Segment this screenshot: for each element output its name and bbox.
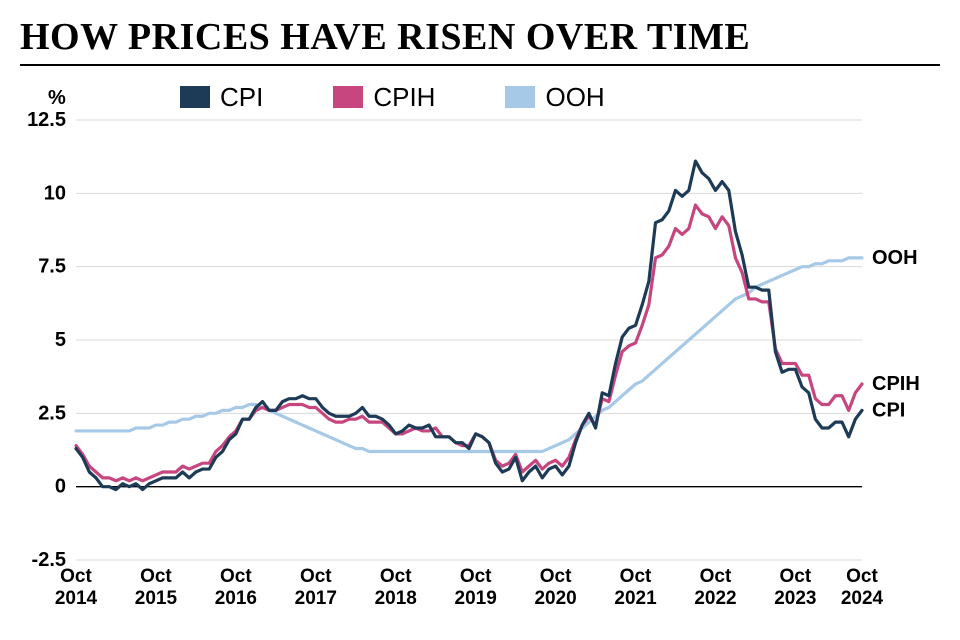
legend-label: CPIH xyxy=(373,82,435,113)
chart-legend: CPI CPIH OOH xyxy=(180,82,605,113)
chart-title: HOW PRICES HAVE RISEN OVER TIME xyxy=(20,18,940,58)
series-cpih xyxy=(76,205,862,481)
x-tick-label-month: Oct xyxy=(220,566,252,587)
chart-area: -2.502.557.51012.5%Oct2014Oct2015Oct2016… xyxy=(20,72,940,620)
y-axis-unit-label: % xyxy=(48,87,66,109)
series-cpi xyxy=(76,161,862,490)
legend-label: OOH xyxy=(545,82,604,113)
line-chart-svg: -2.502.557.51012.5%Oct2014Oct2015Oct2016… xyxy=(20,72,940,620)
x-tick-label-year: 2019 xyxy=(455,588,497,609)
legend-label: CPI xyxy=(220,82,263,113)
y-tick-label: 7.5 xyxy=(38,256,66,278)
x-tick-label-year: 2018 xyxy=(375,588,417,609)
x-tick-label-year: 2020 xyxy=(534,588,576,609)
y-tick-label: 5 xyxy=(55,329,66,351)
legend-item-cpih: CPIH xyxy=(333,82,435,113)
x-tick-label-month: Oct xyxy=(846,566,878,587)
x-tick-label-year: 2015 xyxy=(135,588,178,609)
x-tick-label-year: 2016 xyxy=(215,588,257,609)
legend-swatch xyxy=(333,86,363,108)
x-tick-label-year: 2017 xyxy=(295,588,337,609)
x-tick-label-month: Oct xyxy=(140,566,172,587)
y-tick-label: 12.5 xyxy=(27,109,66,131)
series-end-label-cpi: CPI xyxy=(872,399,905,421)
y-tick-label: 2.5 xyxy=(38,402,66,424)
x-tick-label-month: Oct xyxy=(380,566,412,587)
series-end-label-ooh: OOH xyxy=(872,247,918,269)
x-tick-label-month: Oct xyxy=(780,566,812,587)
legend-item-cpi: CPI xyxy=(180,82,263,113)
series-end-label-cpih: CPIH xyxy=(872,373,920,395)
x-tick-label-year: 2023 xyxy=(774,588,816,609)
x-tick-label-month: Oct xyxy=(700,566,732,587)
x-tick-label-month: Oct xyxy=(620,566,652,587)
y-tick-label: 0 xyxy=(55,476,66,498)
x-tick-label-year: 2014 xyxy=(55,588,98,609)
x-tick-label-month: Oct xyxy=(460,566,492,587)
x-tick-label-year: 2022 xyxy=(694,588,736,609)
x-tick-label-month: Oct xyxy=(300,566,332,587)
x-tick-label-year: 2021 xyxy=(614,588,657,609)
legend-swatch xyxy=(505,86,535,108)
x-tick-label-year: 2024 xyxy=(841,588,884,609)
y-tick-label: 10 xyxy=(44,182,66,204)
x-tick-label-month: Oct xyxy=(60,566,92,587)
title-underline xyxy=(20,64,940,66)
x-tick-label-month: Oct xyxy=(540,566,572,587)
legend-item-ooh: OOH xyxy=(505,82,604,113)
legend-swatch xyxy=(180,86,210,108)
